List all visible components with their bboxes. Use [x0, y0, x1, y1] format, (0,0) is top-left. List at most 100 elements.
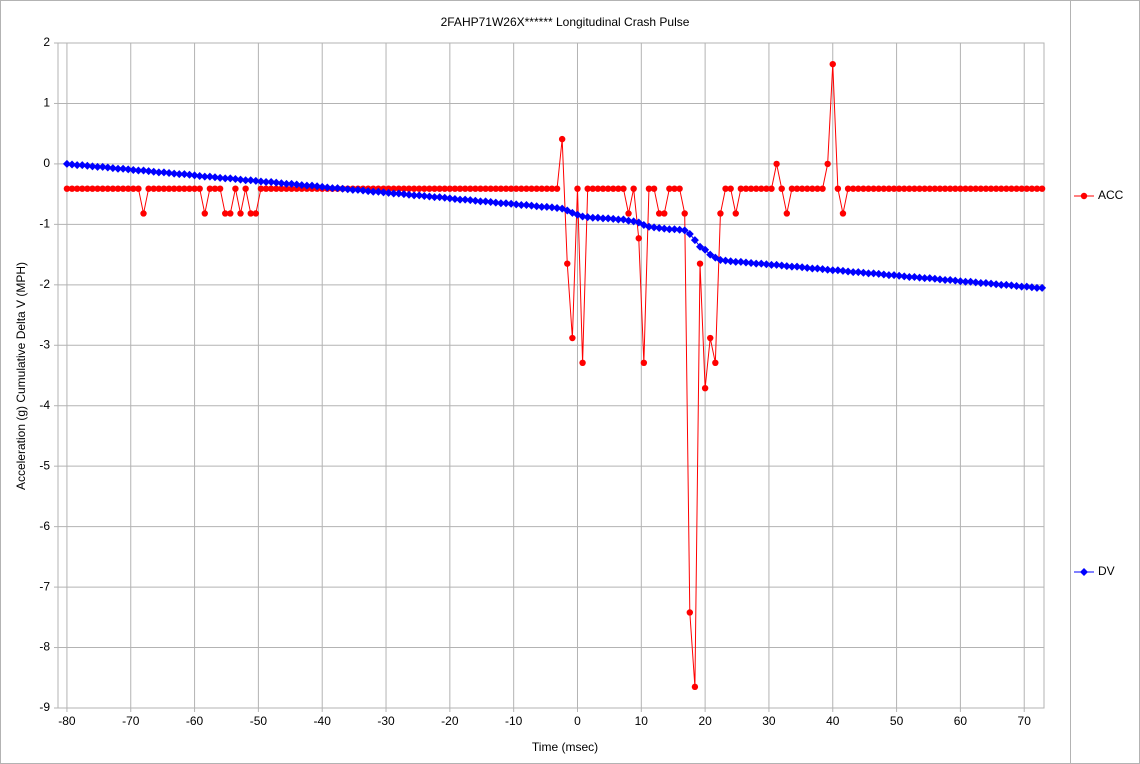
point	[145, 185, 152, 192]
point	[604, 214, 613, 223]
point	[926, 185, 933, 192]
point	[925, 274, 934, 283]
point	[895, 185, 903, 192]
point	[731, 257, 740, 266]
point	[941, 275, 950, 284]
point	[256, 177, 265, 186]
point	[732, 210, 739, 217]
point	[1033, 185, 1041, 192]
point	[992, 280, 1001, 289]
point	[237, 210, 244, 217]
point	[159, 168, 168, 177]
point	[758, 185, 765, 192]
point	[681, 210, 688, 217]
point	[144, 167, 153, 176]
point	[456, 195, 465, 204]
point	[522, 201, 531, 210]
point	[68, 160, 77, 169]
point	[828, 266, 837, 275]
point	[416, 185, 423, 192]
point	[930, 274, 939, 283]
point	[277, 179, 286, 188]
point	[553, 204, 562, 213]
point	[538, 185, 545, 192]
point	[236, 175, 245, 184]
point	[838, 266, 847, 275]
y-tick-label: -5	[39, 458, 50, 472]
point	[492, 185, 499, 192]
point	[247, 210, 254, 217]
point	[430, 193, 439, 202]
point	[671, 185, 678, 192]
point	[721, 256, 730, 265]
point	[262, 185, 270, 192]
point	[547, 203, 556, 212]
point	[901, 185, 908, 192]
legend-label: DV	[1098, 564, 1115, 578]
point	[399, 190, 408, 199]
point	[701, 245, 710, 254]
point	[624, 216, 633, 225]
point	[205, 172, 214, 181]
point	[675, 225, 684, 234]
point	[630, 185, 637, 192]
point	[400, 185, 408, 192]
point	[79, 185, 86, 192]
point	[210, 173, 219, 182]
point	[154, 168, 163, 177]
point	[951, 276, 960, 285]
point	[426, 185, 433, 192]
point	[374, 187, 383, 196]
point	[302, 181, 311, 190]
point	[972, 185, 979, 192]
point	[333, 184, 342, 193]
point	[890, 185, 898, 192]
point	[176, 185, 183, 192]
point	[1038, 185, 1046, 192]
point	[472, 185, 479, 192]
point	[696, 260, 704, 267]
point	[854, 268, 863, 277]
point	[283, 185, 290, 192]
point	[528, 185, 535, 192]
point	[532, 202, 541, 211]
point	[130, 185, 137, 192]
point	[273, 185, 280, 192]
point	[977, 185, 985, 192]
point	[625, 210, 632, 217]
point	[513, 185, 520, 192]
point	[717, 210, 724, 217]
point	[1080, 568, 1088, 576]
point	[808, 264, 817, 273]
point	[645, 185, 653, 192]
point	[431, 185, 438, 192]
y-axis-label: Acceleration (g) Cumulative Delta V (MPH…	[14, 262, 28, 490]
point	[772, 260, 781, 269]
point	[94, 185, 101, 192]
point	[910, 272, 919, 281]
point	[849, 185, 857, 192]
point	[844, 185, 852, 192]
point	[640, 359, 648, 367]
point	[98, 162, 107, 171]
point	[389, 189, 398, 198]
point	[982, 185, 990, 192]
point	[992, 185, 1000, 192]
point	[384, 188, 393, 197]
legend-label: ACC	[1098, 188, 1124, 202]
point	[410, 191, 419, 200]
point	[195, 172, 204, 180]
point	[517, 201, 526, 210]
point	[83, 161, 92, 170]
point	[680, 226, 689, 235]
point	[752, 259, 761, 268]
point	[589, 185, 597, 192]
point	[783, 210, 791, 217]
point	[481, 197, 490, 206]
point	[139, 166, 148, 175]
point	[706, 250, 715, 259]
point	[599, 214, 608, 223]
point	[804, 185, 811, 192]
point	[931, 185, 939, 192]
point	[170, 185, 178, 192]
